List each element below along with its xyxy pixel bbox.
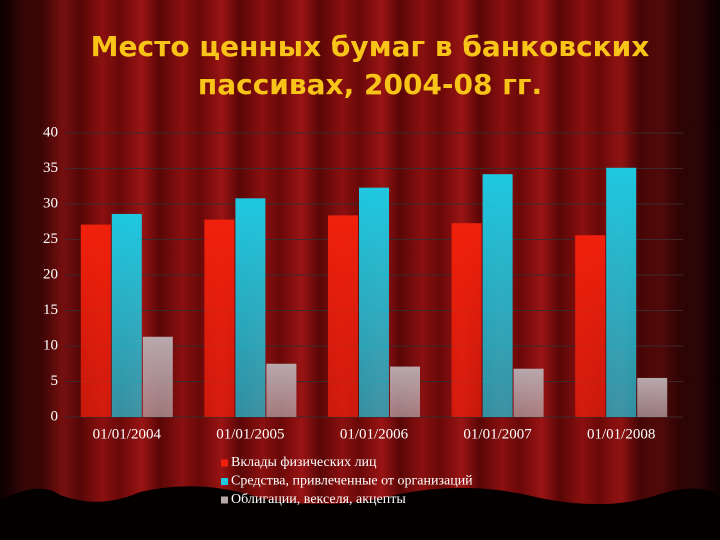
- bar: [575, 235, 606, 417]
- bar: [637, 377, 668, 417]
- bar: [266, 363, 297, 417]
- bar: [390, 366, 420, 417]
- bar: [513, 368, 544, 417]
- y-tick-label: 20: [43, 266, 58, 282]
- x-tick-label: 01/01/2007: [463, 426, 532, 442]
- y-tick-label: 0: [51, 408, 59, 424]
- legend-label: Средства, привлеченные от организаций: [231, 474, 473, 489]
- x-tick-label: 01/01/2006: [340, 426, 409, 442]
- y-tick-label: 15: [43, 302, 58, 318]
- bar: [451, 223, 482, 417]
- y-tick-label: 10: [43, 337, 58, 353]
- bar: [111, 213, 142, 417]
- y-tick-label: 35: [43, 160, 58, 176]
- bar: [80, 224, 111, 417]
- y-tick-label: 30: [43, 195, 58, 211]
- legend-label: Вклады физических лиц: [231, 455, 377, 470]
- legend-swatch: [221, 496, 228, 504]
- bar: [204, 219, 235, 417]
- y-tick-label: 40: [43, 124, 58, 140]
- y-tick-label: 5: [51, 373, 59, 389]
- bar: [142, 336, 173, 417]
- x-tick-label: 01/01/2008: [587, 426, 655, 442]
- bar: [606, 167, 637, 417]
- legend-label: Облигации, векселя, акцепты: [231, 492, 406, 507]
- legend-swatch: [221, 459, 228, 467]
- bar: [328, 215, 358, 417]
- y-tick-label: 25: [43, 231, 58, 247]
- bar: [482, 174, 513, 417]
- x-tick-label: 01/01/2005: [216, 426, 284, 442]
- x-tick-label: 01/01/2004: [93, 426, 162, 442]
- legend-swatch: [221, 478, 228, 485]
- curtain-edge: [0, 486, 720, 540]
- chart-title: Место ценных бумаг в банковских пассивах…: [90, 30, 650, 101]
- bar: [359, 187, 389, 417]
- bar: [235, 198, 266, 417]
